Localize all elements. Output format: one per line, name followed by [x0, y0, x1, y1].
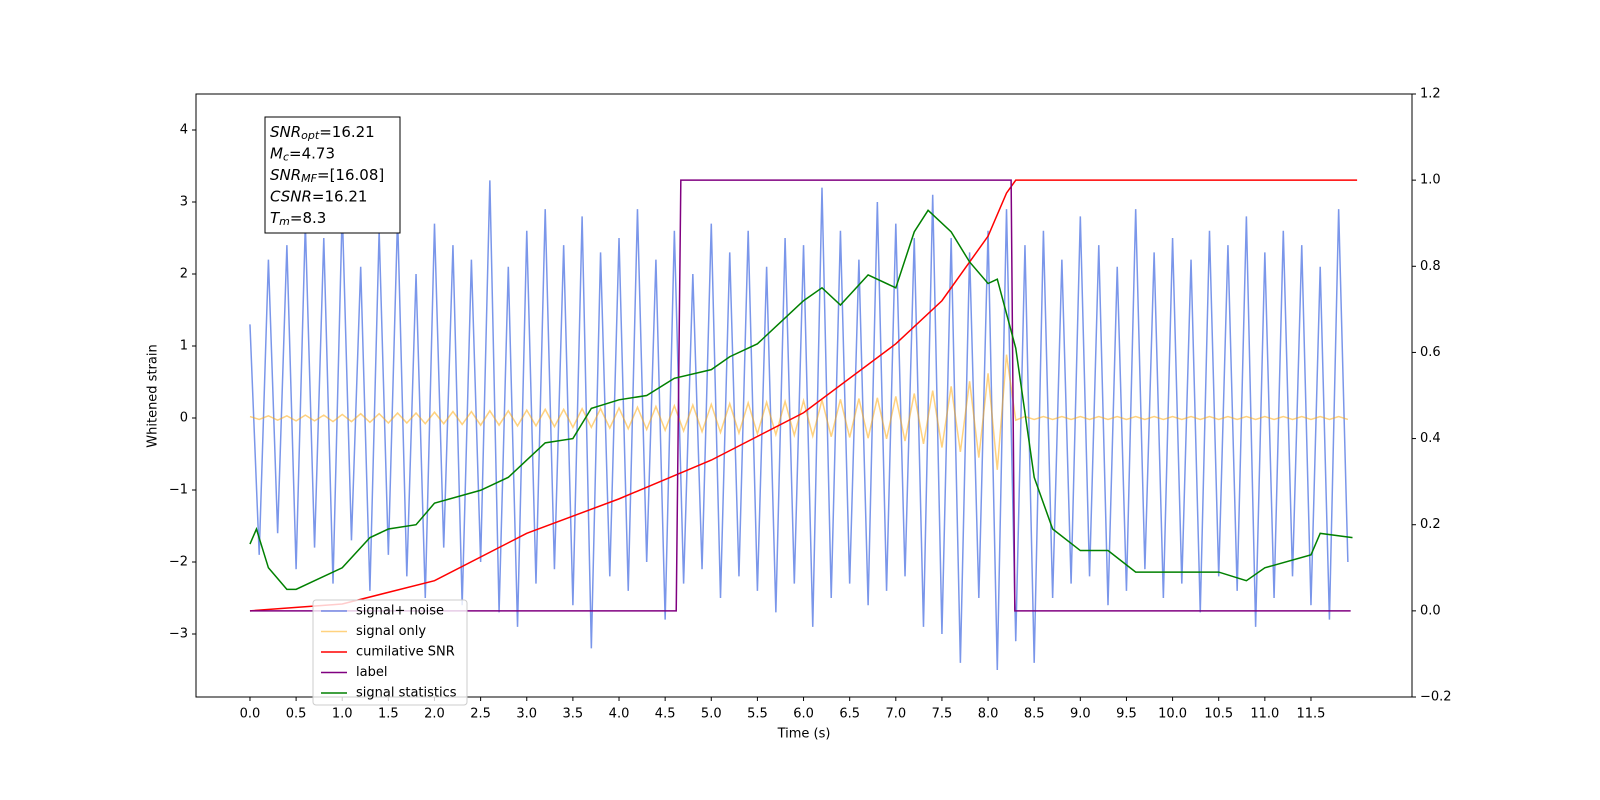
legend-label: signal statistics — [356, 686, 457, 701]
x-tick-label: 3.0 — [516, 707, 537, 722]
x-tick-label: 11.0 — [1250, 707, 1279, 722]
annotation-line: SNRMF=[16.08] — [270, 166, 384, 186]
x-tick-label: 5.0 — [701, 707, 722, 722]
y-tick-label: 0 — [180, 411, 188, 426]
annotation-symbol: SNR — [270, 166, 301, 184]
y-tick-label: 4 — [180, 123, 188, 138]
y-axis-label: Whitened strain — [146, 344, 161, 447]
x-tick-label: 0.0 — [240, 707, 261, 722]
y-tick-label: 2 — [180, 267, 188, 282]
y2-tick-label: 0.4 — [1420, 431, 1441, 446]
x-tick-label: 7.5 — [932, 707, 953, 722]
x-tick-label: 0.5 — [286, 707, 307, 722]
annotation-sub: opt — [301, 129, 320, 142]
y-tick-label: −2 — [169, 555, 188, 570]
x-tick-label: 4.0 — [609, 707, 630, 722]
y2-tick-label: 1.0 — [1420, 173, 1441, 188]
annotation-symbol: T — [270, 209, 281, 227]
annotation-value: =8.3 — [290, 209, 326, 227]
x-tick-label: 10.0 — [1158, 707, 1187, 722]
legend-label: cumilative SNR — [356, 645, 455, 660]
annotation-symbol: M — [270, 144, 283, 162]
x-tick-label: 1.0 — [332, 707, 353, 722]
annotation-line: Tm=8.3 — [270, 209, 326, 229]
y2-tick-label: 0.2 — [1420, 517, 1441, 532]
y2-tick-label: 1.2 — [1420, 87, 1441, 102]
annotation-sub: MF — [301, 172, 317, 185]
legend-label: signal only — [356, 624, 426, 639]
annotation-symbol: SNR — [270, 123, 301, 141]
x-tick-label: 11.5 — [1296, 707, 1325, 722]
x-tick-label: 1.5 — [378, 707, 399, 722]
x-tick-label: 6.5 — [839, 707, 860, 722]
annotation-box — [264, 116, 401, 234]
x-tick-label: 10.5 — [1204, 707, 1233, 722]
y-tick-label: 1 — [180, 339, 188, 354]
y2-tick-label: 0.8 — [1420, 259, 1441, 274]
annotation-sub: c — [283, 151, 289, 164]
annotation-line: CSNR=16.21 — [270, 187, 367, 205]
annotation-value: =[16.08] — [317, 166, 384, 184]
y-tick-label: 3 — [180, 195, 188, 210]
y2-tick-label: −0.2 — [1420, 690, 1452, 705]
legend-box — [312, 599, 468, 706]
y-tick-label: −1 — [169, 483, 188, 498]
x-tick-label: 9.0 — [1070, 707, 1091, 722]
x-tick-label: 8.5 — [1024, 707, 1045, 722]
x-tick-label: 9.5 — [1116, 707, 1137, 722]
annotation-line: Mc=4.73 — [270, 144, 335, 164]
annotation-line: SNRopt=16.21 — [270, 123, 375, 143]
legend-label: signal+ noise — [356, 604, 444, 619]
x-tick-label: 2.5 — [470, 707, 491, 722]
annotation: SNRopt=16.21Mc=4.73SNRMF=[16.08]CSNR=16.… — [270, 123, 384, 229]
x-tick-label: 5.5 — [747, 707, 768, 722]
y2-tick-label: 0.6 — [1420, 345, 1441, 360]
series-line — [249, 179, 1351, 612]
y-tick-label: −3 — [169, 627, 188, 642]
series-line — [249, 354, 1349, 470]
annotation-sub: m — [279, 215, 290, 228]
series-line — [249, 179, 1358, 612]
x-tick-label: 3.5 — [563, 707, 584, 722]
x-tick-label: 8.0 — [978, 707, 999, 722]
annotation-value: =16.21 — [312, 187, 368, 205]
annotation-symbol: CSNR — [270, 187, 312, 205]
x-tick-label: 4.5 — [655, 707, 676, 722]
x-axis-label: Time (s) — [777, 727, 831, 742]
series-line — [249, 209, 1353, 591]
legend-label: label — [356, 665, 387, 680]
series-line — [249, 180, 1349, 671]
y2-tick-label: 0.0 — [1420, 603, 1441, 618]
annotation-value: =4.73 — [289, 144, 335, 162]
x-tick-label: 7.0 — [885, 707, 906, 722]
x-tick-label: 6.0 — [793, 707, 814, 722]
x-tick-label: 2.0 — [424, 707, 445, 722]
annotation-value: =16.21 — [319, 123, 375, 141]
